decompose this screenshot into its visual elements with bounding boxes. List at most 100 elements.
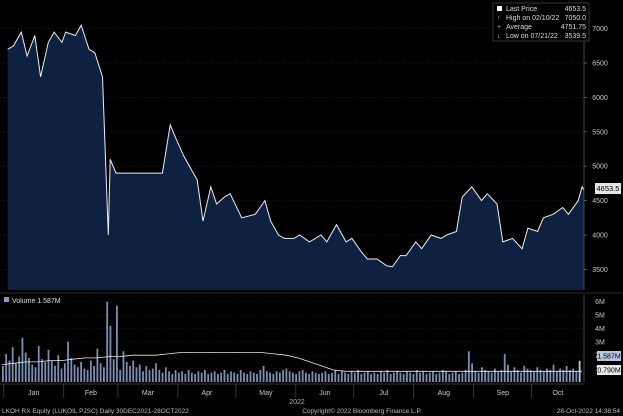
volume-bar bbox=[419, 372, 421, 382]
volume-bar bbox=[568, 369, 571, 382]
volume-bar bbox=[190, 372, 193, 382]
volume-bar bbox=[474, 371, 477, 382]
legend-low-value: 3539.5 bbox=[565, 33, 587, 40]
volume-bar bbox=[412, 373, 415, 382]
volume-bar bbox=[393, 372, 395, 382]
volume-bar bbox=[552, 364, 555, 382]
volume-bar bbox=[262, 365, 265, 382]
volume-bar bbox=[295, 373, 298, 382]
month-label: Apr bbox=[201, 390, 213, 397]
volume-bar bbox=[366, 371, 369, 382]
volume-bar bbox=[406, 371, 408, 382]
volume-bar bbox=[252, 372, 255, 382]
last-price-swatch bbox=[497, 6, 502, 11]
high-arrow-icon: ↑ bbox=[497, 15, 501, 22]
volume-bar bbox=[138, 364, 141, 382]
volume-bar bbox=[321, 372, 324, 382]
volume-bar bbox=[376, 373, 379, 382]
volume-bar bbox=[24, 352, 27, 382]
volume-bar bbox=[80, 361, 82, 382]
volume-bar bbox=[67, 341, 69, 382]
volume-bar bbox=[497, 371, 500, 382]
volume-bar bbox=[168, 371, 170, 382]
month-label: Aug bbox=[438, 390, 451, 397]
volume-bar bbox=[223, 369, 226, 382]
volume-bar bbox=[275, 371, 278, 382]
volume-bar bbox=[422, 371, 425, 382]
volume-bar bbox=[142, 371, 144, 382]
price-tick-label: 7000 bbox=[592, 26, 608, 33]
volume-legend: Volume 1.587M bbox=[12, 298, 61, 305]
volume-bar bbox=[458, 373, 460, 382]
volume-bar bbox=[37, 345, 40, 382]
volume-bar bbox=[135, 367, 138, 382]
average-dash-icon: + bbox=[497, 24, 501, 31]
price-tick-label: 4500 bbox=[592, 198, 608, 205]
legend-average-value: 4751.75 bbox=[561, 24, 586, 31]
volume-bar bbox=[477, 372, 480, 382]
volume-bar bbox=[197, 371, 200, 382]
year-label: 2022 bbox=[289, 399, 305, 406]
volume-bar bbox=[230, 371, 232, 382]
volume-legend-swatch bbox=[4, 297, 9, 302]
volume-bar bbox=[441, 369, 444, 382]
volume-bar bbox=[96, 348, 99, 382]
volume-bar bbox=[490, 372, 493, 382]
volume-bar bbox=[337, 373, 340, 382]
volume-bar bbox=[103, 367, 105, 382]
volume-bar bbox=[18, 356, 21, 382]
volume-bar bbox=[155, 363, 157, 382]
volume-bar bbox=[11, 347, 14, 382]
volume-bar bbox=[73, 364, 76, 382]
volume-bar bbox=[272, 373, 275, 382]
volume-bar bbox=[533, 371, 535, 382]
volume-bar bbox=[383, 372, 386, 382]
volume-bar bbox=[516, 369, 519, 382]
volume-bar bbox=[285, 368, 288, 382]
legend-average-label: Average bbox=[506, 24, 532, 31]
volume-bar bbox=[109, 325, 112, 382]
price-tick-label: 5500 bbox=[592, 129, 608, 136]
volume-bar bbox=[210, 372, 213, 382]
volume-bar bbox=[373, 372, 376, 382]
price-tick-label: 3500 bbox=[592, 267, 608, 274]
volume-bar bbox=[145, 365, 148, 382]
volume-bar bbox=[265, 371, 268, 382]
volume-bar bbox=[181, 371, 183, 382]
volume-tag-bg bbox=[597, 351, 621, 361]
volume-tick-label: 4M bbox=[595, 326, 605, 333]
volume-tag: 1.587M bbox=[597, 354, 621, 361]
month-label: Jan bbox=[28, 390, 39, 397]
volume-bar bbox=[565, 365, 568, 382]
volume-bar bbox=[379, 371, 382, 382]
volume-bar bbox=[34, 367, 37, 382]
volume-bar bbox=[220, 372, 223, 382]
volume-bar bbox=[562, 369, 565, 382]
volume-bar bbox=[575, 371, 578, 382]
volume-bar bbox=[399, 372, 402, 382]
volume-bar bbox=[158, 369, 161, 382]
volume-bar bbox=[435, 373, 438, 382]
footer-timestamp: 28-Oct-2022 14:38:54 bbox=[557, 408, 621, 415]
volume-bar bbox=[47, 349, 50, 382]
volume-bar bbox=[106, 301, 109, 382]
volume-bar bbox=[353, 372, 356, 382]
volume-bar bbox=[503, 353, 506, 382]
legend-low-label: Low on 07/21/22 bbox=[506, 33, 558, 40]
volume-bar bbox=[360, 373, 363, 382]
volume-bar bbox=[539, 369, 542, 382]
volume-bar bbox=[243, 372, 245, 382]
volume-bar bbox=[151, 368, 154, 382]
volume-bar bbox=[256, 373, 258, 382]
volume-bar bbox=[494, 368, 496, 382]
volume-bar bbox=[63, 363, 66, 382]
volume-bar bbox=[174, 369, 177, 382]
volume-bar bbox=[54, 365, 56, 382]
volume-bar bbox=[324, 371, 327, 382]
volume-bar bbox=[451, 372, 454, 382]
month-label: May bbox=[259, 390, 273, 397]
volume-bar bbox=[298, 371, 301, 382]
volume-avg-tag: 0.790M bbox=[597, 368, 621, 375]
volume-bar bbox=[41, 359, 43, 382]
legend-high-label: High on 02/10/22 bbox=[506, 15, 559, 22]
